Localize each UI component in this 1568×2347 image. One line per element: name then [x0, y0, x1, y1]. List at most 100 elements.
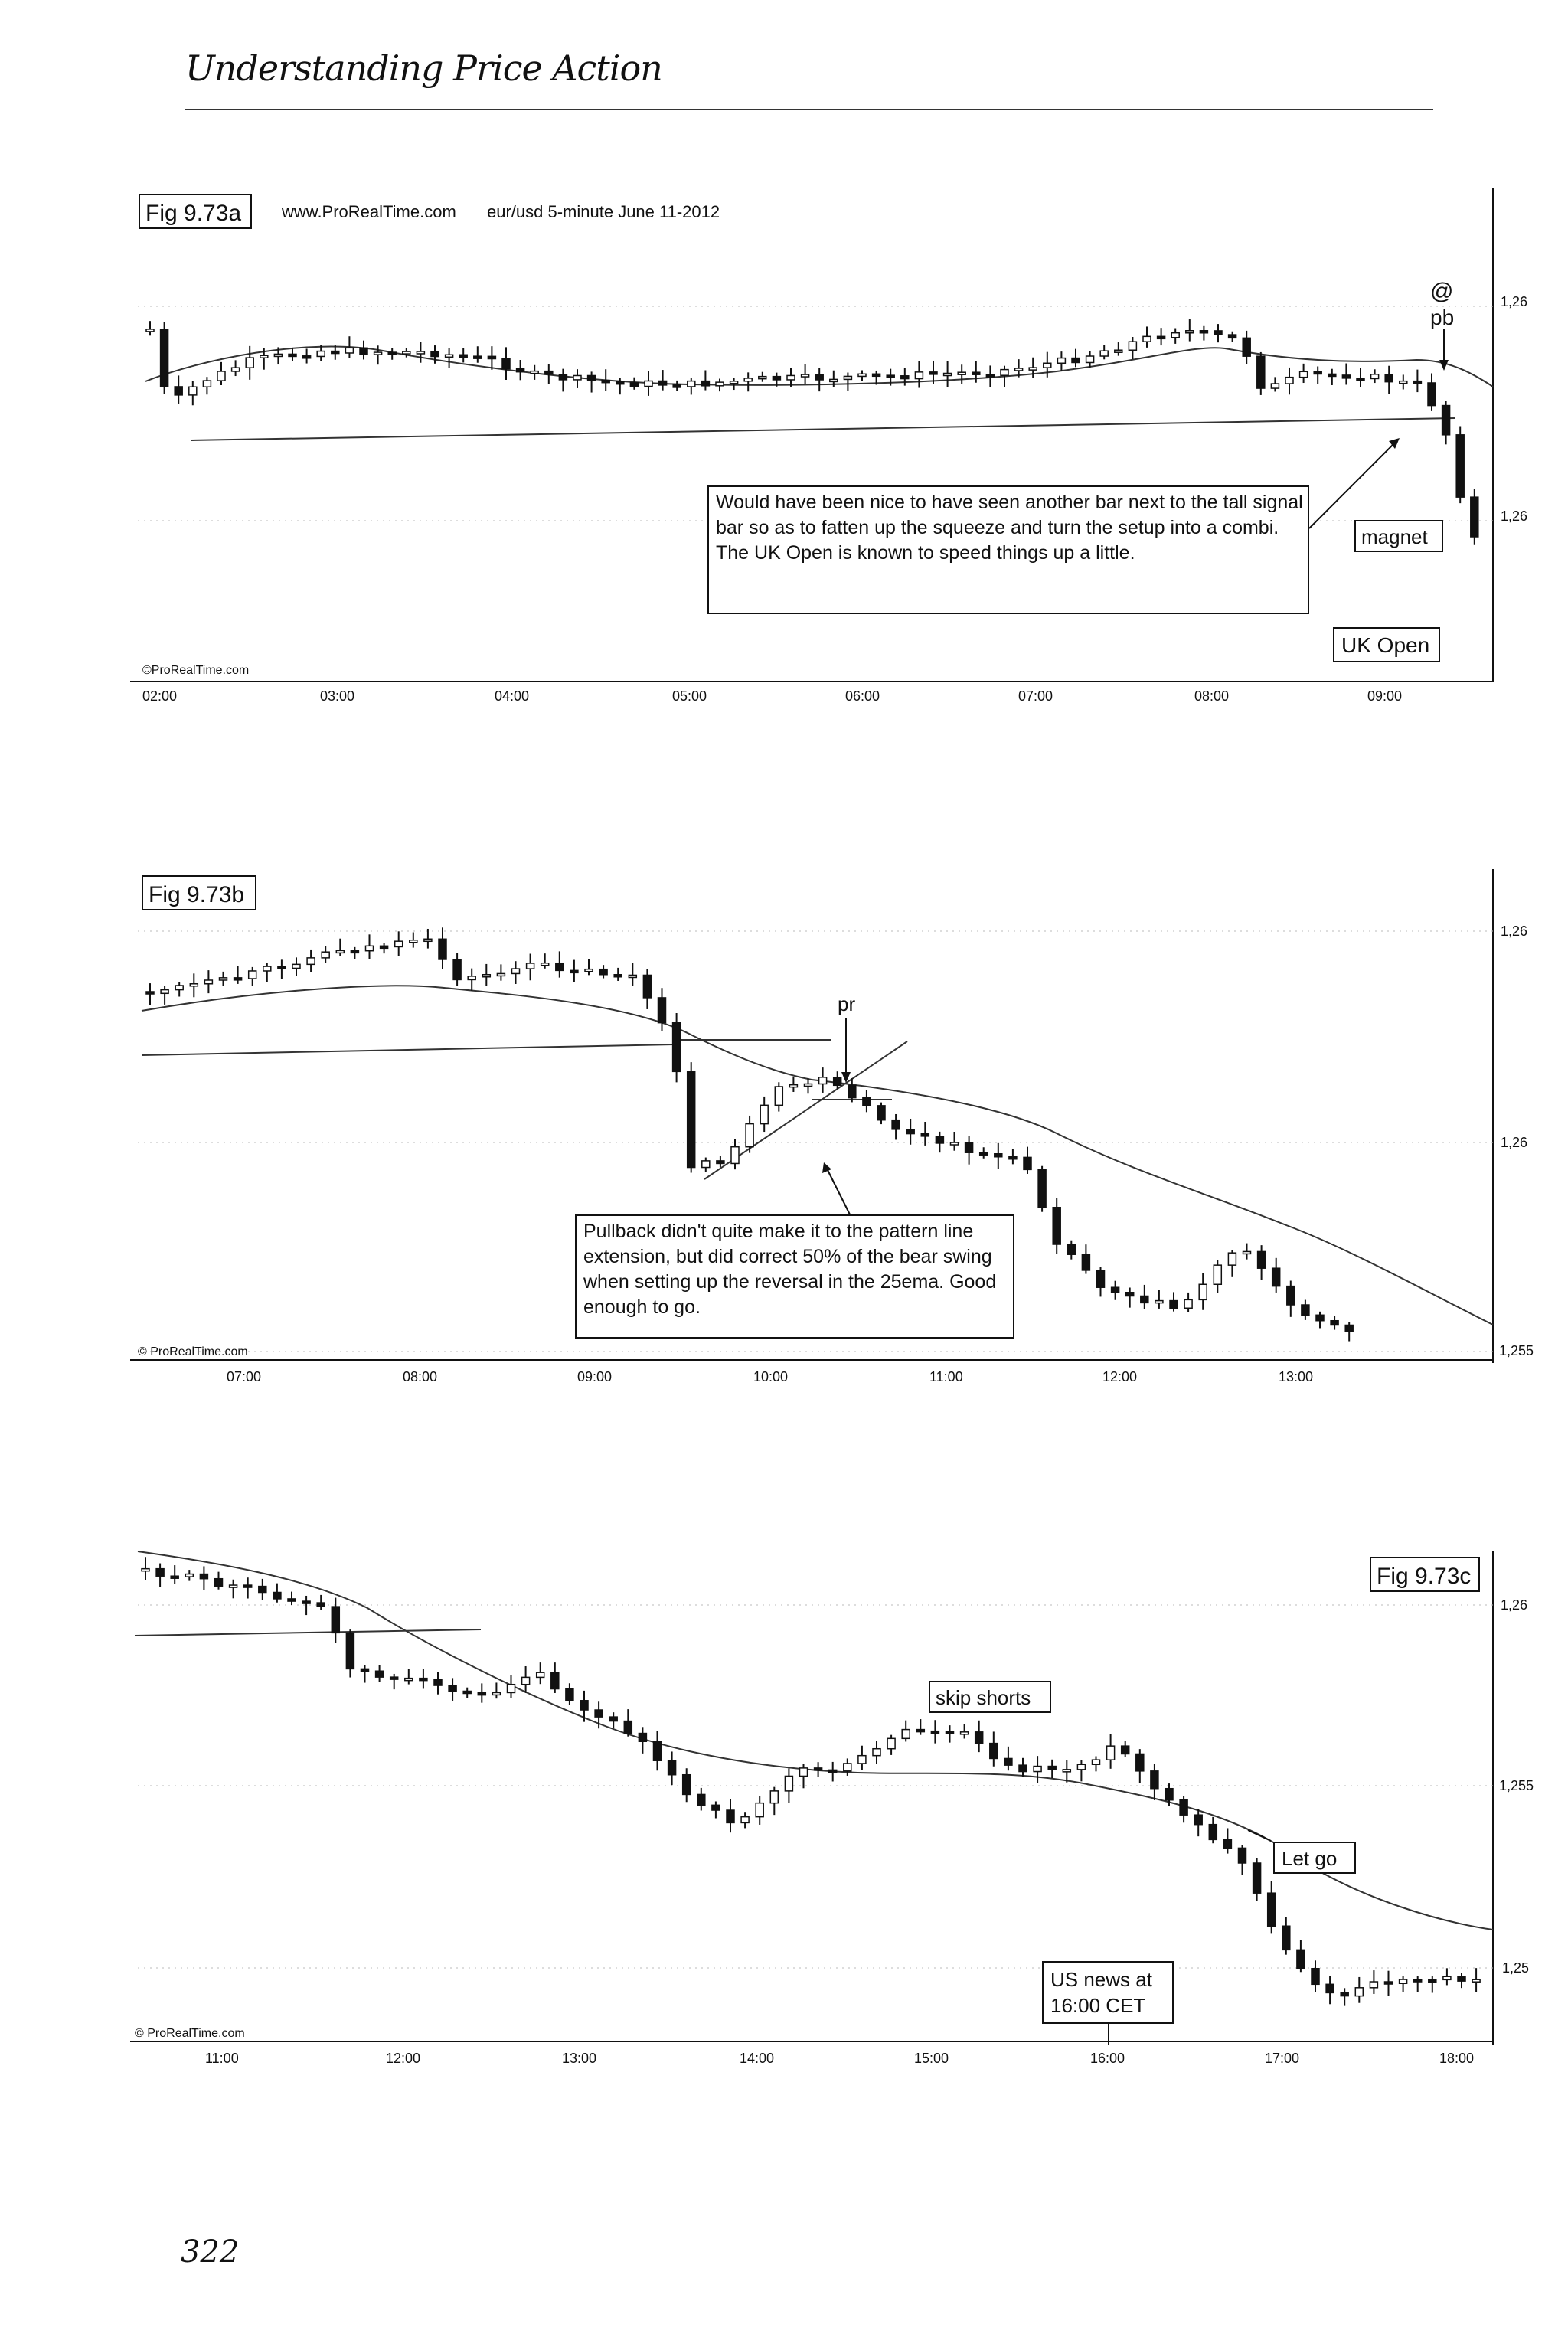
- candle-body: [945, 1731, 955, 1734]
- candle-body: [1442, 1976, 1452, 1981]
- candle-body: [1023, 1156, 1032, 1171]
- x-tick-label: 08:00: [1194, 688, 1229, 704]
- candle-body: [202, 380, 212, 388]
- candle-body: [930, 1730, 940, 1734]
- y-tick-label: 1,26: [1501, 923, 1527, 939]
- candle-body: [800, 374, 810, 378]
- candle-body: [1313, 371, 1322, 375]
- candle-body: [423, 938, 433, 943]
- candle-body: [1067, 1244, 1076, 1255]
- candle-body: [448, 1685, 457, 1692]
- candle-body: [784, 1775, 794, 1792]
- candle-body: [906, 1129, 915, 1135]
- header-rule: [185, 109, 1433, 110]
- candle-body: [1330, 1319, 1339, 1326]
- x-tick-label: 12:00: [1102, 1369, 1137, 1384]
- candle-body: [1096, 1270, 1106, 1288]
- candle-body: [1296, 1949, 1305, 1969]
- candle-body: [1128, 341, 1138, 351]
- candle-body: [260, 355, 269, 358]
- candle-body: [1150, 1770, 1159, 1790]
- candle-body: [473, 355, 482, 359]
- candle-body: [715, 381, 724, 387]
- candle-body: [204, 979, 214, 985]
- candle-body: [1179, 1799, 1188, 1816]
- candle-body: [359, 347, 368, 355]
- watermark: © ProRealTime.com: [138, 1345, 248, 1358]
- magnet-label: magnet: [1361, 525, 1428, 548]
- chart-9-73b: Fig 9.73b 1,26 1,26 1,255 © ProRealTime.…: [130, 869, 1534, 1384]
- candle-body: [1028, 367, 1037, 371]
- let-go-box: [1273, 1842, 1356, 1874]
- candle-body: [1413, 380, 1423, 384]
- candle-body: [871, 373, 881, 378]
- candle-body: [155, 1567, 165, 1577]
- candle-body: [394, 940, 403, 948]
- candle-body: [1237, 1847, 1247, 1864]
- candle-body: [389, 1676, 399, 1680]
- candle-body: [1428, 1979, 1437, 1983]
- candle-body: [1370, 374, 1380, 380]
- candle-body: [1169, 1299, 1178, 1309]
- candle-body: [230, 367, 240, 372]
- candle-body: [374, 1670, 384, 1678]
- candle-body: [758, 375, 767, 380]
- watermark: ©ProRealTime.com: [142, 664, 249, 677]
- candle-body: [360, 1668, 370, 1672]
- candle-body: [1369, 1981, 1379, 1989]
- candle-body: [1120, 1745, 1130, 1755]
- candle-body: [729, 381, 739, 384]
- candle-body: [1140, 1295, 1149, 1304]
- candle-body: [985, 374, 995, 378]
- candle-body: [555, 962, 564, 972]
- x-tick-label: 17:00: [1265, 2051, 1299, 2066]
- candle-body: [1185, 330, 1194, 334]
- candle-body: [628, 974, 638, 979]
- x-axis-ticks: 11:00 12:00 13:00 14:00 15:00 16:00 17:0…: [205, 2051, 1474, 2066]
- candle-body: [815, 374, 824, 381]
- candle-body: [306, 957, 315, 966]
- candle-body: [989, 1742, 998, 1760]
- candle-body: [686, 1071, 696, 1169]
- x-tick-label: 06:00: [845, 688, 880, 704]
- candle-body: [730, 1146, 740, 1165]
- skip-shorts-box: [929, 1681, 1051, 1713]
- candle-body: [1325, 1983, 1334, 1994]
- candle-body: [331, 1606, 341, 1634]
- x-tick-label: 13:00: [1279, 1369, 1313, 1384]
- candle-body: [755, 1802, 764, 1818]
- x-tick-label: 10:00: [753, 1369, 788, 1384]
- candle-body: [1256, 1250, 1266, 1269]
- candle-body: [404, 1677, 413, 1682]
- candle-body: [1383, 1981, 1393, 1985]
- candle-body: [584, 968, 593, 972]
- candle-body: [1106, 1745, 1116, 1760]
- candle-body: [1398, 1979, 1408, 1985]
- annotation-text: Pullback didn't quite make it to the pat…: [583, 1221, 996, 1318]
- candle-body: [331, 350, 340, 355]
- candle-body: [726, 1809, 735, 1824]
- fig-label: Fig 9.73c: [1377, 1564, 1471, 1589]
- candle-body: [900, 375, 910, 380]
- pattern-line: [134, 1629, 482, 1636]
- candle-body: [1037, 1169, 1047, 1208]
- candle-body: [379, 945, 389, 950]
- candle-body: [1286, 1285, 1295, 1306]
- candle-body: [364, 945, 374, 952]
- candle-body: [277, 966, 286, 969]
- candle-body: [638, 1732, 648, 1743]
- candle-body: [701, 1160, 710, 1169]
- candle-body: [373, 351, 383, 355]
- candle-body: [409, 939, 418, 943]
- candle-body: [540, 962, 550, 966]
- candle-body: [687, 380, 696, 387]
- pr-label: pr: [838, 992, 855, 1015]
- candle-body: [657, 997, 667, 1024]
- candle-body: [530, 370, 539, 374]
- candle-body: [170, 1575, 179, 1579]
- candle-body: [929, 371, 938, 375]
- candle-body: [1340, 1992, 1349, 1997]
- candle-body: [813, 1767, 823, 1771]
- candle-body: [1472, 1979, 1481, 1983]
- candle-body: [959, 1731, 969, 1735]
